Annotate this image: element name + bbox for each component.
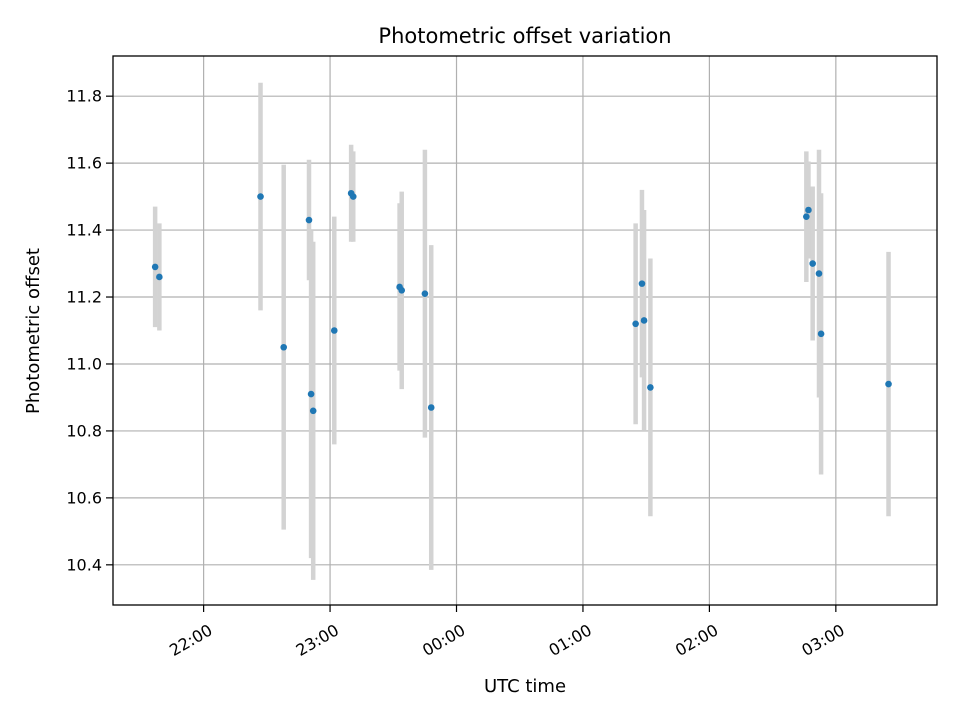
- x-axis-label: UTC time: [484, 676, 566, 697]
- y-tick-label: 11.4: [66, 221, 102, 240]
- data-point: [280, 343, 288, 351]
- plot-frame: [112, 55, 938, 606]
- y-tick-label: 10.8: [66, 421, 102, 440]
- data-point: [805, 206, 812, 214]
- y-tick-label: 11.0: [66, 354, 102, 373]
- data-point: [257, 193, 264, 200]
- data-point: [151, 263, 159, 271]
- data-point: [815, 270, 823, 277]
- data-point: [398, 287, 406, 294]
- data-point: [349, 193, 357, 200]
- data-point: [817, 330, 825, 338]
- data-point: [640, 317, 648, 324]
- data-point: [307, 390, 315, 398]
- y-tick-label: 11.6: [66, 154, 102, 173]
- data-point: [803, 213, 810, 220]
- chart-title: Photometric offset variation: [378, 24, 671, 48]
- data-point: [809, 260, 816, 267]
- data-points: [151, 189, 892, 415]
- y-tick-label: 11.8: [66, 87, 102, 106]
- data-point: [427, 404, 435, 411]
- data-point: [885, 380, 892, 388]
- grid-lines: [113, 56, 937, 605]
- y-tick-label: 10.6: [66, 488, 102, 507]
- data-point: [647, 384, 654, 391]
- data-point: [309, 407, 317, 415]
- data-point: [632, 320, 639, 328]
- data-point: [638, 280, 646, 287]
- data-point: [421, 290, 429, 297]
- data-point: [156, 273, 163, 281]
- y-tick-label: 10.4: [66, 555, 102, 574]
- y-axis-label: Photometric offset: [23, 248, 44, 414]
- data-point: [330, 327, 338, 334]
- data-point: [305, 216, 313, 224]
- y-tick-label: 11.2: [66, 288, 102, 307]
